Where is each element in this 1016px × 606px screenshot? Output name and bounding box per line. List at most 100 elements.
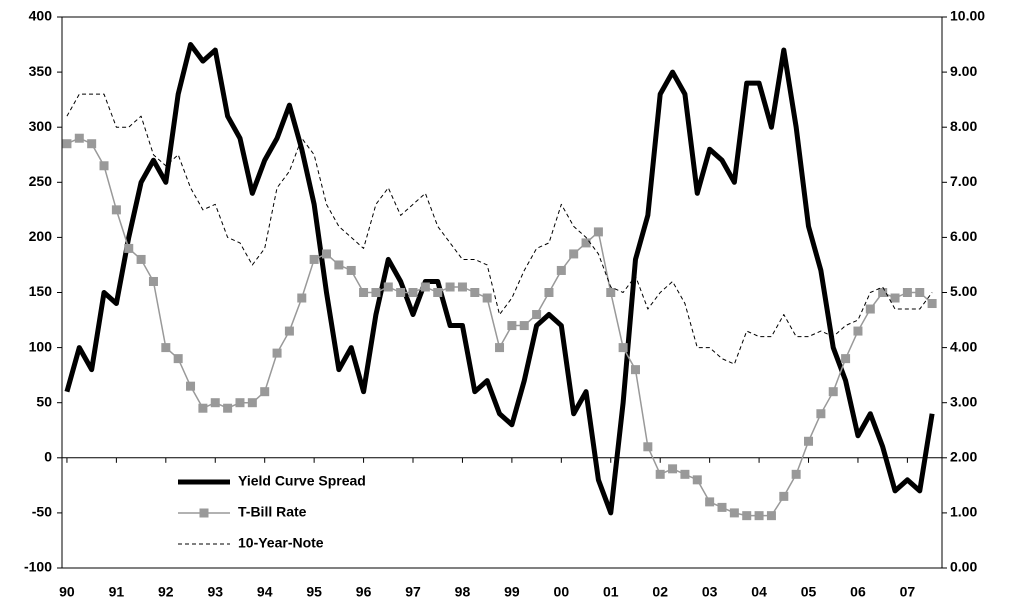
point-marker: [717, 502, 727, 512]
point-marker: [99, 161, 109, 171]
point-marker: [87, 139, 97, 149]
y-tick-label: 0: [44, 449, 52, 465]
point-marker: [433, 288, 443, 297]
y-tick-label: 300: [29, 118, 53, 134]
y-tick-label: 250: [29, 173, 53, 189]
point-marker: [902, 288, 912, 297]
point-marker: [754, 511, 764, 521]
point-marker: [569, 249, 579, 259]
point-marker: [136, 254, 146, 264]
point-marker: [643, 442, 653, 452]
point-marker: [223, 403, 233, 413]
x-tick-label: 92: [158, 584, 174, 600]
point-marker: [556, 265, 566, 275]
point-marker: [853, 326, 863, 336]
x-tick-label: 07: [900, 584, 916, 600]
point-marker: [260, 387, 270, 397]
point-marker: [420, 282, 430, 292]
y2-tick-label: 2.00: [950, 449, 977, 465]
point-marker: [841, 354, 851, 364]
y-tick-label: -50: [32, 504, 52, 520]
point-marker: [680, 469, 690, 479]
y2-tick-label: 9.00: [950, 63, 977, 79]
point-marker: [210, 398, 220, 408]
point-marker: [532, 310, 542, 320]
point-marker: [371, 288, 381, 297]
y2-tick-label: 1.00: [950, 504, 977, 520]
point-marker: [655, 469, 665, 479]
point-marker: [124, 243, 134, 253]
point-marker: [766, 511, 776, 521]
point-marker: [383, 282, 393, 292]
y2-tick-label: 5.00: [950, 283, 977, 299]
y-tick-label: 50: [36, 393, 52, 409]
point-marker: [692, 475, 702, 485]
point-marker: [915, 288, 925, 297]
point-marker: [791, 469, 801, 479]
point-marker: [816, 409, 826, 419]
x-tick-label: 99: [504, 584, 520, 600]
point-marker: [878, 288, 888, 297]
point-marker: [445, 282, 455, 292]
point-marker: [495, 343, 505, 353]
point-marker: [396, 288, 406, 297]
point-marker: [284, 326, 294, 336]
y-tick-label: 350: [29, 63, 53, 79]
x-tick-label: 93: [207, 584, 223, 600]
x-tick-label: 02: [652, 584, 668, 600]
point-marker: [828, 387, 838, 397]
x-tick-label: 06: [850, 584, 866, 600]
x-tick-label: 96: [356, 584, 372, 600]
y-tick-label: 150: [29, 283, 53, 299]
y2-tick-label: 3.00: [950, 393, 977, 409]
point-marker: [198, 403, 208, 413]
point-marker: [346, 265, 356, 275]
point-marker: [62, 139, 72, 149]
y2-tick-label: 7.00: [950, 173, 977, 189]
point-marker: [321, 249, 331, 259]
point-marker: [173, 354, 183, 364]
y2-tick-label: 8.00: [950, 118, 977, 134]
y2-tick-label: 4.00: [950, 338, 977, 354]
point-marker: [729, 508, 739, 518]
point-marker: [742, 511, 752, 521]
point-marker: [606, 288, 616, 297]
point-marker: [507, 321, 517, 331]
x-tick-label: 05: [801, 584, 817, 600]
legend-label: Yield Curve Spread: [238, 473, 366, 489]
point-marker: [482, 293, 492, 303]
point-marker: [581, 238, 591, 248]
point-marker: [890, 293, 900, 303]
x-tick-label: 90: [59, 584, 75, 600]
x-tick-label: 97: [405, 584, 421, 600]
y-tick-label: 400: [29, 8, 53, 24]
point-marker: [297, 293, 307, 303]
point-marker: [804, 436, 814, 446]
point-marker: [544, 288, 554, 297]
legend-marker: [199, 508, 209, 518]
x-tick-label: 95: [306, 584, 322, 600]
point-marker: [927, 299, 937, 309]
plot-frame: [61, 16, 943, 569]
point-marker: [457, 282, 467, 292]
x-tick-label: 91: [109, 584, 125, 600]
point-marker: [779, 491, 789, 501]
point-marker: [630, 365, 640, 375]
point-marker: [408, 288, 418, 297]
point-marker: [235, 398, 245, 408]
point-marker: [865, 304, 875, 314]
point-marker: [148, 276, 158, 286]
point-marker: [519, 321, 529, 331]
point-marker: [618, 343, 628, 353]
point-marker: [161, 343, 171, 353]
x-tick-label: 04: [751, 584, 767, 600]
x-tick-label: 98: [455, 584, 471, 600]
point-marker: [111, 205, 121, 215]
point-marker: [247, 398, 257, 408]
y-tick-label: 200: [29, 228, 53, 244]
x-tick-label: 00: [554, 584, 570, 600]
legend-label: T-Bill Rate: [238, 504, 307, 520]
point-marker: [186, 381, 196, 391]
series-line: [64, 42, 935, 516]
